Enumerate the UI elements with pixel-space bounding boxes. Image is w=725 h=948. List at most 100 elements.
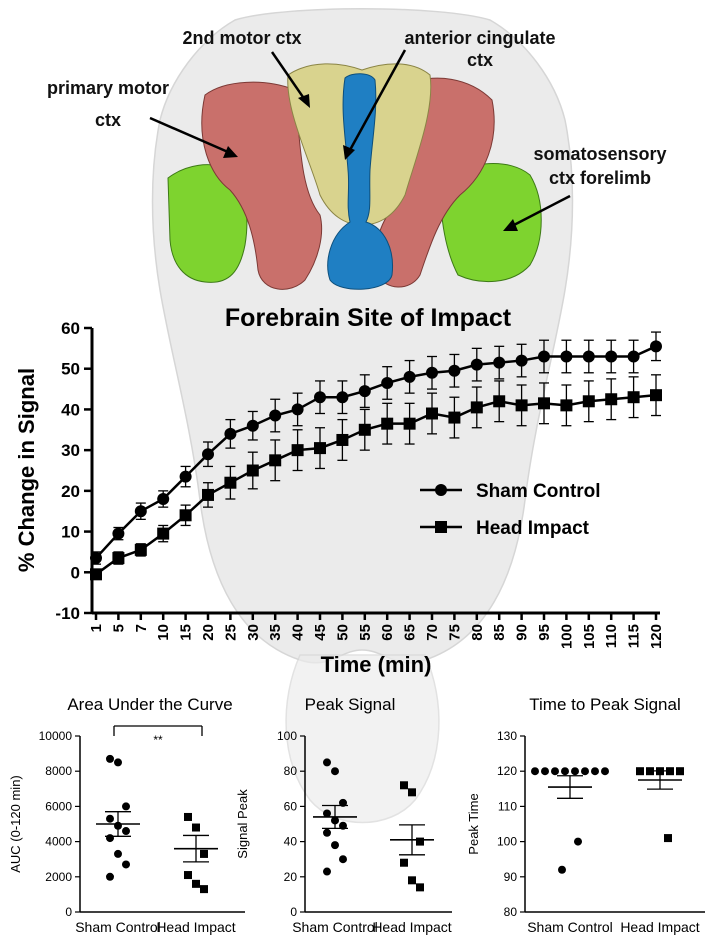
group-point (339, 855, 347, 864)
data-point (224, 427, 237, 440)
data-point (381, 417, 394, 430)
panel-y-tick-label: 20 (284, 870, 298, 884)
main-chart-x-tick-label: 35 (267, 624, 284, 641)
data-point (650, 389, 662, 402)
data-point (493, 356, 506, 369)
group-point (541, 767, 549, 776)
main-chart-y-tick-label: 50 (61, 360, 80, 379)
data-point (134, 543, 147, 556)
group-point (571, 767, 579, 776)
group-point (591, 767, 599, 776)
somatosensory-region-right (439, 163, 542, 283)
data-point (582, 350, 595, 363)
data-point (538, 397, 550, 410)
main-chart-x-tick-label: 15 (178, 624, 195, 641)
group-point (106, 814, 114, 823)
panel-y-tick-label: 80 (504, 905, 518, 919)
group-point (323, 809, 331, 818)
data-point (202, 488, 214, 501)
main-chart-x-tick-label: 50 (334, 624, 351, 641)
main-chart-y-tick-label: 30 (61, 441, 80, 460)
arrow-somatosensory (511, 194, 571, 228)
panel-y-tick-label: 6000 (45, 799, 72, 813)
group-point (184, 871, 192, 880)
panel-y-tick-label: 60 (284, 799, 298, 813)
panel-title: Time to Peak Signal (529, 695, 681, 714)
data-point (358, 423, 371, 436)
group-point (122, 827, 130, 836)
group-point (106, 872, 114, 881)
panel-y-tick-label: 2000 (45, 870, 72, 884)
label-somatosensory-line2: ctx forelimb (549, 168, 651, 188)
data-point (605, 350, 618, 363)
panel-group-0 (531, 767, 609, 874)
data-point (426, 407, 438, 420)
time-to-peak-panel: Time to Peak Signal Peak Time 80 90 100 110 12… (466, 695, 705, 935)
group-point (601, 767, 609, 776)
label-primary-motor-line2: ctx (95, 110, 121, 130)
group-point (581, 767, 589, 776)
data-point (291, 403, 304, 416)
data-point (112, 527, 125, 540)
main-chart-x-tick-label: 85 (491, 624, 508, 641)
group-point (664, 834, 672, 843)
legend-entry-1: Head Impact (420, 518, 590, 539)
panel-y-tick-label: 130 (497, 729, 517, 743)
panel-title: Peak Signal (305, 695, 396, 714)
main-chart-x-tick-label: 40 (290, 624, 307, 641)
data-point (426, 366, 438, 379)
main-chart-y-tick-label: 60 (61, 319, 80, 338)
label-primary-motor-line1: primary motor (47, 78, 169, 98)
group-point (200, 849, 208, 858)
label-secondary-motor: 2nd motor ctx (182, 28, 301, 48)
data-point (493, 395, 506, 408)
panel-y-tick-label: 4000 (45, 835, 72, 849)
group-point (561, 767, 569, 776)
group-point (331, 841, 339, 850)
group-point (551, 767, 559, 776)
data-point (269, 409, 282, 422)
main-chart-x-tick-label: 100 (558, 624, 575, 649)
main-chart-x-tick-label: 90 (514, 624, 531, 641)
main-chart-x-tick-label: 75 (446, 624, 463, 641)
main-chart-y-tick-label: 20 (61, 482, 80, 501)
panel-y-tick-label: 90 (504, 870, 518, 884)
group-point (323, 758, 331, 767)
data-point (179, 470, 192, 483)
main-chart-x-tick-label: 120 (648, 624, 665, 649)
panel-group-1 (390, 781, 434, 892)
group-point (676, 767, 684, 776)
anterior-cingulate-region (327, 73, 394, 290)
data-point (112, 552, 125, 565)
main-chart-x-tick-label: 25 (222, 624, 239, 641)
panel-title: Area Under the Curve (67, 695, 232, 714)
arrow-secondary-motor (270, 51, 307, 101)
legend-label: Sham Control (476, 481, 601, 502)
group-point (416, 883, 424, 892)
group-point (122, 802, 130, 811)
main-series-0 (90, 331, 662, 565)
panel-y-tick-label: 100 (497, 835, 517, 849)
main-chart-x-tick-label: 5 (110, 624, 127, 632)
data-point (269, 454, 282, 467)
data-point (246, 419, 259, 432)
panel-category-label: Sham Control (75, 919, 161, 935)
label-somatosensory-line1: somatosensory (533, 144, 666, 164)
group-point (558, 865, 566, 874)
arrowhead-anterior-cingulate (343, 145, 355, 160)
data-point (314, 391, 326, 404)
data-point (314, 442, 326, 455)
group-point (192, 823, 200, 832)
data-point (381, 376, 394, 389)
main-chart-x-tick-label: 105 (581, 624, 598, 649)
data-point (515, 399, 528, 412)
main-series-1 (90, 374, 662, 581)
group-point (400, 858, 408, 867)
panel-category-label: Sham Control (527, 919, 613, 935)
legend-marker (435, 521, 447, 533)
data-point (515, 354, 528, 367)
data-point (605, 393, 618, 406)
data-point (224, 476, 237, 489)
